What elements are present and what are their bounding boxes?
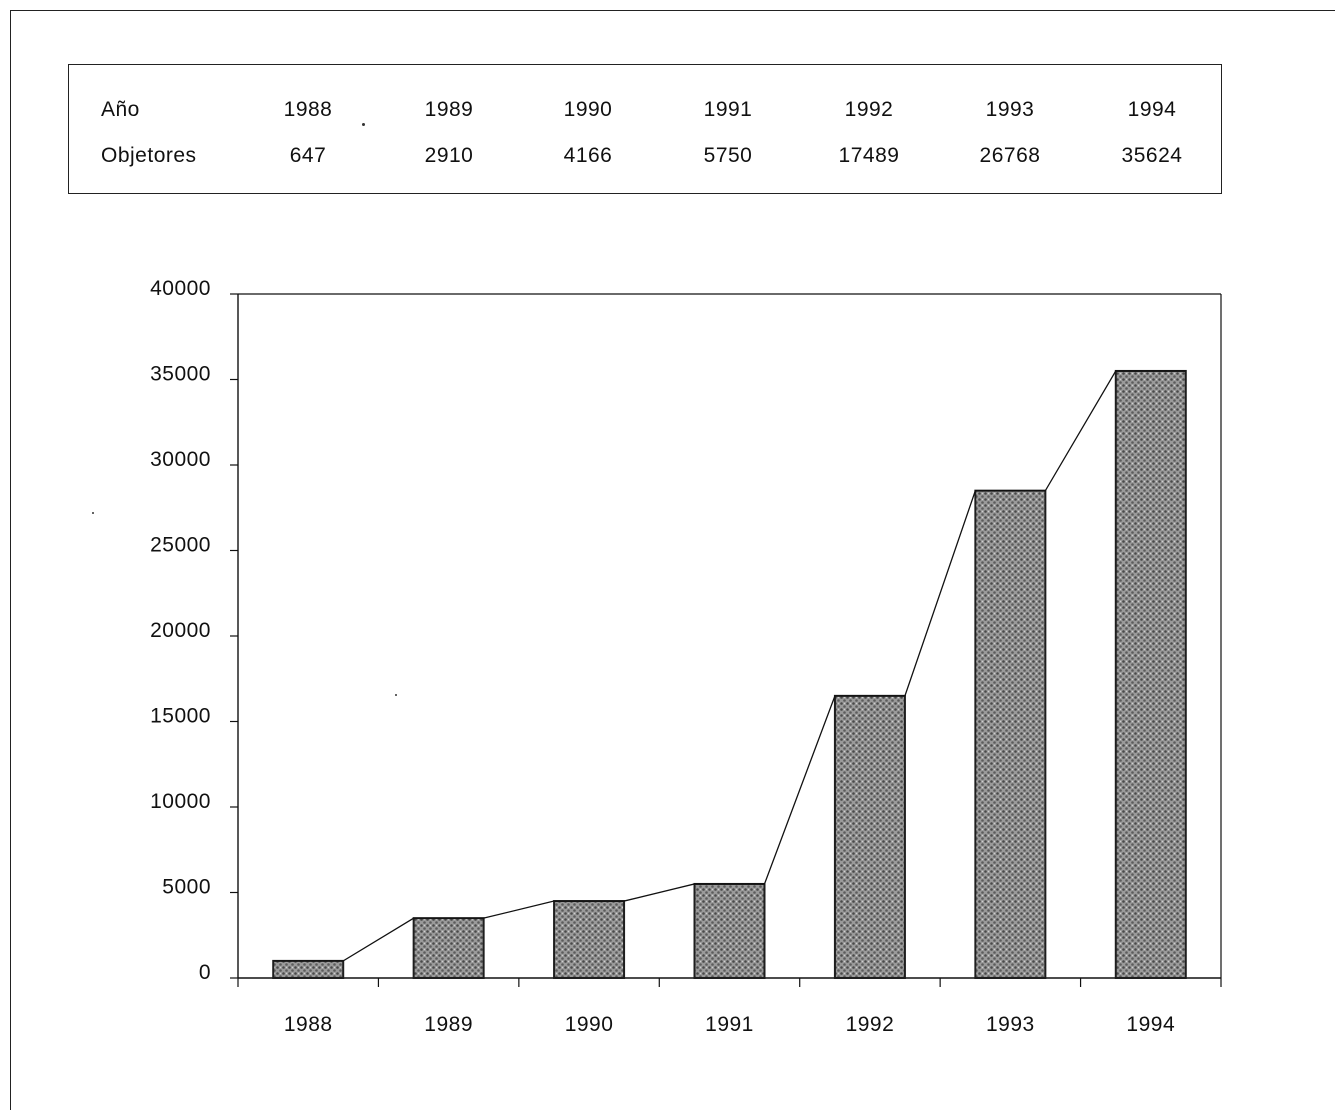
count-cell: 35624 (1121, 144, 1183, 167)
y-tick-label: 35000 (150, 363, 211, 386)
y-tick-label: 25000 (150, 534, 211, 557)
year-row: Año 1988 1989 1990 1991 1992 1993 1994 (69, 95, 1221, 125)
year-cell: 1993 (985, 98, 1035, 121)
year-cell: 1991 (703, 98, 753, 121)
data-table: Año 1988 1989 1990 1991 1992 1993 1994 O… (68, 64, 1222, 194)
count-cell: 17489 (838, 144, 900, 167)
year-row-header: Año (101, 98, 140, 121)
bar-1989 (412, 917, 485, 980)
y-tick-label: 10000 (150, 790, 211, 813)
y-tick-label: 15000 (150, 705, 211, 728)
count-row: Objetores 647 2910 4166 5750 17489 26768… (69, 141, 1221, 171)
year-cell: 1989 (424, 98, 474, 121)
x-tick-label: 1990 (565, 1013, 614, 1036)
x-tick-label: 1991 (705, 1013, 754, 1036)
y-tick-label: 40000 (150, 277, 211, 300)
bar-1988 (272, 959, 345, 980)
y-tick-label: 5000 (162, 876, 211, 899)
trend-line (273, 370, 1186, 962)
year-cell: 1994 (1127, 98, 1177, 121)
bar-1993 (974, 489, 1047, 979)
x-tick-label: 1992 (846, 1013, 895, 1036)
count-cell: 5750 (703, 144, 753, 167)
count-cell: 2910 (424, 144, 474, 167)
bar-1992 (833, 694, 906, 979)
x-tick-label: 1994 (1126, 1013, 1175, 1036)
count-cell: 26768 (979, 144, 1041, 167)
y-tick-label: 0 (199, 961, 211, 984)
count-row-header: Objetores (101, 144, 197, 167)
figure-frame (10, 10, 1335, 1110)
x-tick-label: 1993 (986, 1013, 1035, 1036)
scan-speck (395, 694, 397, 696)
year-cell: 1992 (844, 98, 894, 121)
y-tick-label: 30000 (150, 448, 211, 471)
year-cell: 1990 (563, 98, 613, 121)
bar-1991 (693, 882, 766, 980)
x-tick-label: 1988 (284, 1013, 333, 1036)
year-cell: 1988 (283, 98, 333, 121)
x-tick-label: 1989 (424, 1013, 473, 1036)
y-tick-label: 20000 (150, 619, 211, 642)
bar-1994 (1114, 369, 1187, 979)
scan-speck (92, 512, 94, 514)
bar-1990 (553, 900, 626, 979)
scan-speck (362, 123, 365, 126)
count-cell: 647 (289, 144, 327, 167)
count-cell: 4166 (563, 144, 613, 167)
